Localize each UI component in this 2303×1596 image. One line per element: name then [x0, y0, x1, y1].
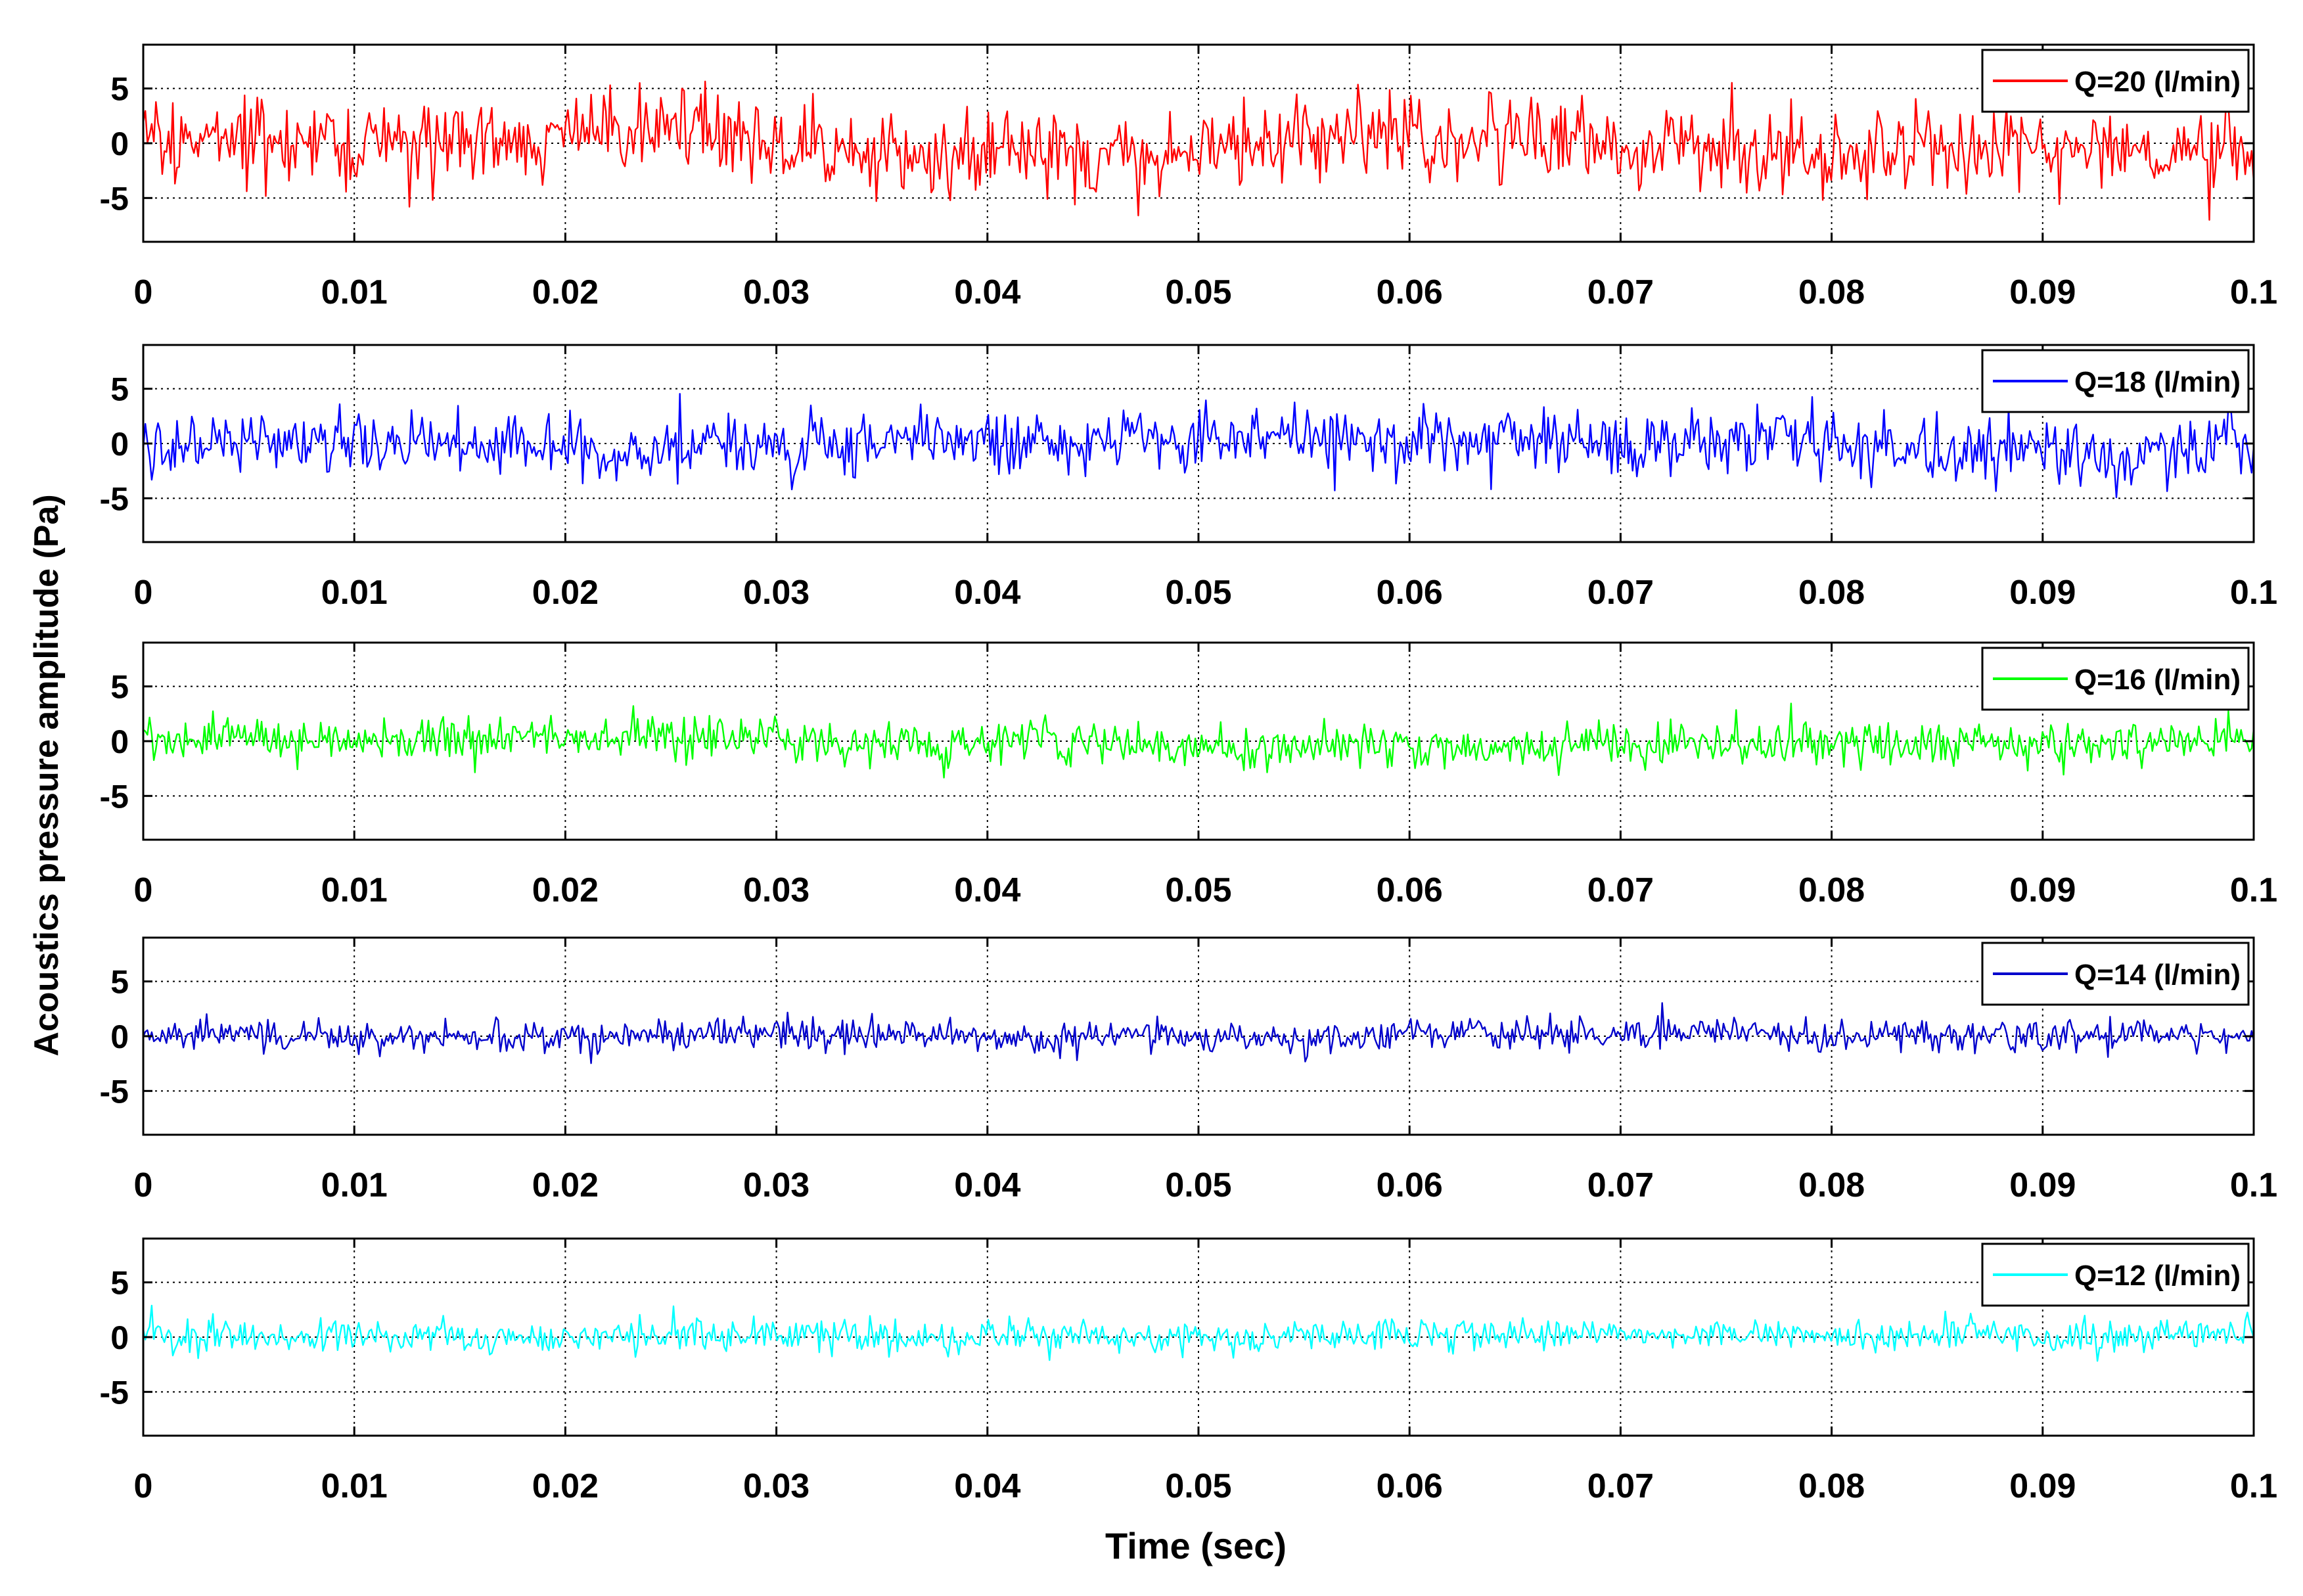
x-tick-label: 0.01 — [321, 273, 388, 311]
y-tick-label: 5 — [110, 371, 129, 408]
series-line — [142, 1304, 2255, 1362]
y-tick-label: 5 — [110, 71, 129, 108]
x-tick-label: 0.02 — [532, 1467, 599, 1505]
x-tick-label: 0.07 — [1587, 1166, 1654, 1204]
x-tick-label: 0.07 — [1587, 871, 1654, 909]
x-tick-label: 0 — [134, 574, 153, 612]
y-tick-label: -5 — [100, 778, 129, 815]
x-tick-label: 0.1 — [2230, 871, 2277, 909]
x-tick-label: 0.08 — [1798, 1166, 1865, 1204]
x-tick-label: 0.01 — [321, 1166, 388, 1204]
x-tick-label: 0.04 — [954, 871, 1020, 909]
x-tick-label: 0.03 — [743, 1467, 809, 1505]
x-tick-label: 0.02 — [532, 574, 599, 612]
panel-3: 0 0.01 0.02 0.03 0.04 0.05 0.06 0.07 0.08 0.09 0.1… — [100, 641, 2277, 909]
y-tick-label: -5 — [100, 180, 129, 217]
y-tick-label: -5 — [100, 1073, 129, 1110]
y-tick-label: 0 — [110, 426, 129, 463]
x-tick-label: 0.06 — [1377, 871, 1443, 909]
x-tick-label: 0.04 — [954, 1467, 1020, 1505]
axes-frame — [142, 1237, 2255, 1437]
x-tick-label: 0.04 — [954, 273, 1020, 311]
legend-box — [1981, 49, 2250, 113]
series-line — [142, 393, 2255, 499]
x-tick-label: 0.07 — [1587, 574, 1654, 612]
x-tick-label: 0.1 — [2230, 1467, 2277, 1505]
x-tick-label: 0.02 — [532, 273, 599, 311]
legend-label: Q=18 (l/min) — [2074, 366, 2241, 398]
y-tick-label: 5 — [110, 964, 129, 1001]
x-tick-label: 0.03 — [743, 574, 809, 612]
x-tick-label: 0.05 — [1165, 1467, 1231, 1505]
x-tick-label: 0 — [134, 1467, 153, 1505]
x-tick-label: 0.09 — [2009, 574, 2076, 612]
x-tick-label: 0.09 — [2009, 1467, 2076, 1505]
x-tick-label: 0.09 — [2009, 871, 2076, 909]
x-tick-label: 0.1 — [2230, 574, 2277, 612]
x-tick-label: 0.1 — [2230, 1166, 2277, 1204]
x-tick-label: 0.08 — [1798, 871, 1865, 909]
x-tick-label: 0.02 — [532, 871, 599, 909]
y-tick-label: 0 — [110, 125, 129, 162]
x-tick-label: 0.05 — [1165, 1166, 1231, 1204]
x-tick-label: 0.03 — [743, 1166, 809, 1204]
x-tick-label: 0.06 — [1377, 273, 1443, 311]
y-tick-label: 0 — [110, 1018, 129, 1055]
panel-1: 0 0.01 0.02 0.03 0.04 0.05 0.06 0.07 0.08 0.09 0.1… — [100, 43, 2277, 311]
series-line — [143, 702, 2255, 779]
panel-4: 0 0.01 0.02 0.03 0.04 0.05 0.06 0.07 0.08 0.09 0.1… — [100, 936, 2277, 1204]
x-tick-label: 0 — [134, 1166, 153, 1204]
x-tick-label: 0 — [134, 273, 153, 311]
legend-label: Q=14 (l/min) — [2074, 959, 2241, 991]
x-tick-label: 0.01 — [321, 1467, 388, 1505]
x-tick-label: 0.02 — [532, 1166, 599, 1204]
panel-2: 0 0.01 0.02 0.03 0.04 0.05 0.06 0.07 0.08 0.09 0.1… — [100, 344, 2277, 612]
y-tick-label: -5 — [100, 1374, 129, 1411]
x-tick-label: 0.04 — [954, 1166, 1020, 1204]
x-tick-label: 0.04 — [954, 574, 1020, 612]
series-line — [142, 80, 2255, 221]
x-tick-label: 0.05 — [1165, 871, 1231, 909]
y-tick-label: 0 — [110, 1319, 129, 1356]
x-tick-label: 0.07 — [1587, 1467, 1654, 1505]
y-tick-label: -5 — [100, 480, 129, 517]
x-tick-label: 0.03 — [743, 273, 809, 311]
x-tick-label: 0.08 — [1798, 574, 1865, 612]
x-tick-label: 0 — [134, 871, 153, 909]
x-tick-label: 0.03 — [743, 871, 809, 909]
y-tick-label: 5 — [110, 669, 129, 706]
y-axis-label: Acoustics pressure amplitude (Pa) — [28, 494, 66, 1056]
x-axis-label: Time (sec) — [1105, 1525, 1287, 1566]
x-tick-label: 0.07 — [1587, 273, 1654, 311]
x-tick-label: 0.1 — [2230, 273, 2277, 311]
x-tick-label: 0.01 — [321, 574, 388, 612]
x-tick-label: 0.06 — [1377, 574, 1443, 612]
x-tick-label: 0.08 — [1798, 1467, 1865, 1505]
y-tick-label: 5 — [110, 1265, 129, 1302]
x-tick-label: 0.01 — [321, 871, 388, 909]
panel-5: 0 0.01 0.02 0.03 0.04 0.05 0.06 0.07 0.08 0.09 0.1… — [100, 1237, 2277, 1505]
legend-label: Q=20 (l/min) — [2074, 66, 2241, 98]
x-tick-label: 0.09 — [2009, 273, 2076, 311]
x-tick-label: 0.09 — [2009, 1166, 2076, 1204]
x-tick-label: 0.06 — [1377, 1166, 1443, 1204]
x-tick-label: 0.06 — [1377, 1467, 1443, 1505]
y-tick-label: 0 — [110, 723, 129, 760]
series-line — [142, 1002, 2255, 1064]
legend-label: Q=12 (l/min) — [2074, 1260, 2241, 1292]
legend-label: Q=16 (l/min) — [2074, 664, 2241, 696]
panels: 0 0.01 0.02 0.03 0.04 0.05 0.06 0.07 0.08 0.09 0.1… — [100, 43, 2277, 1505]
x-tick-label: 0.08 — [1798, 273, 1865, 311]
x-tick-label: 0.05 — [1165, 574, 1231, 612]
x-tick-label: 0.05 — [1165, 273, 1231, 311]
